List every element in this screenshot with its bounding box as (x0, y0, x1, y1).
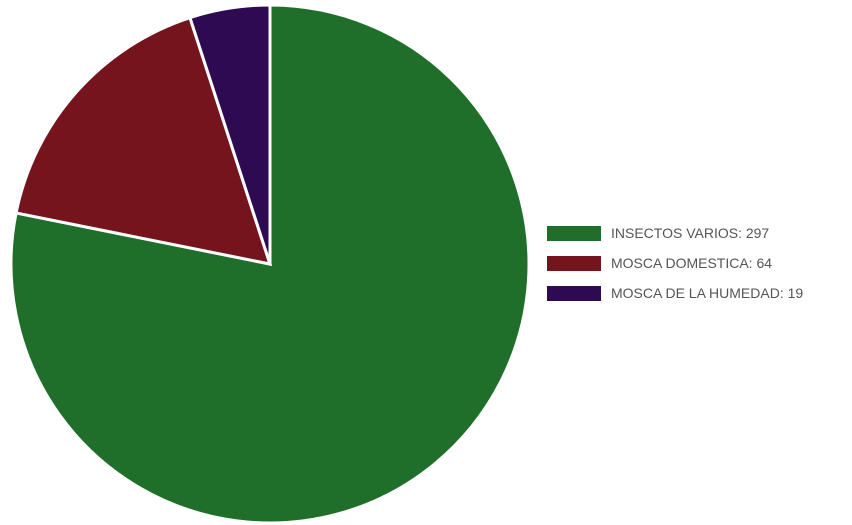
legend-label-mosca-de-la-humedad: MOSCA DE LA HUMEDAD: 19 (611, 285, 804, 301)
legend-swatch-mosca-domestica (547, 255, 601, 271)
legend-label-insectos-varios: INSECTOS VARIOS: 297 (611, 225, 770, 241)
pie-slice-mosca-de-la-humedad[interactable] (188, 3, 272, 265)
legend: INSECTOS VARIOS: 297 MOSCA DOMESTICA: 64… (547, 224, 847, 314)
legend-swatch-mosca-de-la-humedad (547, 285, 601, 301)
pie-slice-mosca-domestica[interactable] (14, 15, 273, 266)
pie-slice-insectos-varios[interactable] (9, 3, 531, 525)
legend-item-mosca-domestica[interactable]: MOSCA DOMESTICA: 64 (547, 254, 847, 272)
legend-swatch-insectos-varios (547, 225, 601, 241)
legend-item-mosca-de-la-humedad[interactable]: MOSCA DE LA HUMEDAD: 19 (547, 284, 847, 302)
legend-label-mosca-domestica: MOSCA DOMESTICA: 64 (611, 255, 773, 271)
legend-item-insectos-varios[interactable]: INSECTOS VARIOS: 297 (547, 224, 847, 242)
